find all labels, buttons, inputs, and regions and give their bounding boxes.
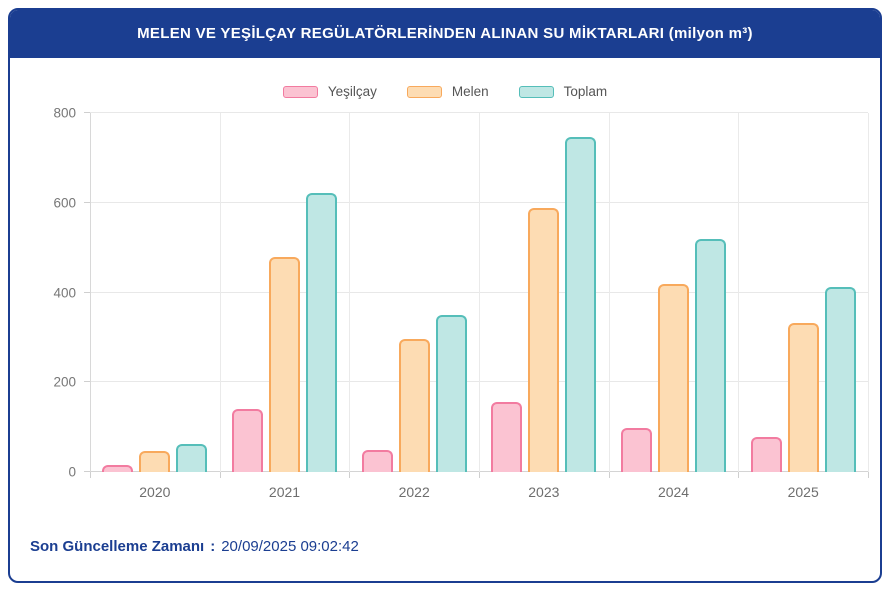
legend-item-melen[interactable]: Melen xyxy=(406,84,489,99)
last-update-separator: : xyxy=(210,538,216,555)
bar-melen-2025[interactable] xyxy=(787,322,819,472)
x-tick-label-2025: 2025 xyxy=(787,484,819,500)
bar-groups xyxy=(90,113,868,472)
bar-group-2020 xyxy=(90,113,220,472)
bar-yesilcay-2021[interactable] xyxy=(232,409,263,472)
bar-yesilcay-2025[interactable] xyxy=(750,437,782,472)
bar-toplam-2024[interactable] xyxy=(695,238,727,472)
legend: Yeşilçay Melen Toplam xyxy=(10,84,880,99)
bar-toplam-2022[interactable] xyxy=(435,314,467,472)
x-axis-tick xyxy=(219,472,221,478)
y-axis-tick xyxy=(84,291,90,293)
bar-melen-2024[interactable] xyxy=(658,283,690,472)
bar-toplam-2023[interactable] xyxy=(565,137,597,472)
y-axis-tick xyxy=(84,381,90,383)
x-axis-tick xyxy=(738,472,740,478)
x-tick-label-2020: 2020 xyxy=(139,484,171,500)
y-tick-label: 800 xyxy=(53,105,76,121)
h-gridline-800 xyxy=(90,112,868,113)
x-axis-labels: 2020 2021 2022 2023 2024 2025 xyxy=(90,484,868,500)
last-update-value: 20/09/2025 09:02:42 xyxy=(221,538,359,555)
legend-item-toplam[interactable]: Toplam xyxy=(518,84,608,99)
bar-toplam-2021[interactable] xyxy=(306,192,337,472)
bar-group-2022 xyxy=(349,113,479,472)
v-gridline xyxy=(868,113,869,472)
legend-label: Yeşilçay xyxy=(327,84,377,99)
bar-group-2023 xyxy=(479,113,609,472)
bar-yesilcay-2023[interactable] xyxy=(491,402,523,472)
y-axis-tick xyxy=(84,112,90,113)
y-axis-tick xyxy=(84,471,90,472)
legend-label: Melen xyxy=(451,84,489,99)
chart-body: Yeşilçay Melen Toplam 0 200 400 600 800 2020 20… xyxy=(10,58,880,581)
v-gridline xyxy=(219,113,221,472)
chart-plot-wrapper: 0 200 400 600 800 2020 2021 2022 2023 2024 2025 xyxy=(10,106,880,500)
bar-yesilcay-2020[interactable] xyxy=(102,465,134,472)
bar-yesilcay-2022[interactable] xyxy=(361,449,393,472)
bar-group-2024 xyxy=(609,113,739,472)
chart-header: MELEN VE YEŞİLÇAY REGÜLATÖRLERİNDEN ALIN… xyxy=(10,10,880,58)
x-axis-tick xyxy=(868,472,869,478)
bar-group-2025 xyxy=(738,113,868,472)
legend-swatch-yesilcay xyxy=(282,85,318,98)
last-update: Son Güncelleme Zamanı : 20/09/2025 09:02… xyxy=(10,538,880,581)
y-axis-line xyxy=(90,113,91,472)
last-update-label: Son Güncelleme Zamanı xyxy=(30,538,205,555)
legend-swatch-toplam xyxy=(518,85,554,98)
chart-title: MELEN VE YEŞİLÇAY REGÜLATÖRLERİNDEN ALIN… xyxy=(137,25,753,42)
v-gridline xyxy=(608,113,610,472)
legend-label: Toplam xyxy=(563,84,608,99)
bar-melen-2020[interactable] xyxy=(139,450,171,472)
x-tick-label-2022: 2022 xyxy=(398,484,430,500)
bar-melen-2023[interactable] xyxy=(528,207,560,472)
v-gridline xyxy=(349,113,351,472)
y-tick-label: 200 xyxy=(53,374,76,390)
x-axis-tick xyxy=(349,472,351,478)
bar-melen-2022[interactable] xyxy=(398,338,430,472)
x-tick-label-2021: 2021 xyxy=(268,484,301,500)
bar-melen-2021[interactable] xyxy=(269,256,300,472)
x-tick-label-2023: 2023 xyxy=(528,484,560,500)
bar-yesilcay-2024[interactable] xyxy=(621,428,653,472)
chart-plot-area: 0 200 400 600 800 xyxy=(53,106,869,480)
legend-item-yesilcay[interactable]: Yeşilçay xyxy=(282,84,377,99)
v-gridline xyxy=(479,113,480,472)
x-axis-tick xyxy=(90,472,91,478)
x-tick-label-2024: 2024 xyxy=(657,484,690,500)
v-gridline xyxy=(738,113,740,472)
bar-toplam-2020[interactable] xyxy=(176,444,208,472)
y-axis-tick xyxy=(84,201,90,203)
bar-toplam-2025[interactable] xyxy=(824,286,856,472)
x-axis-tick xyxy=(479,472,480,478)
y-tick-label: 400 xyxy=(53,285,76,300)
x-axis-tick xyxy=(608,472,610,478)
y-tick-label: 0 xyxy=(68,464,76,480)
legend-swatch-melen xyxy=(406,85,442,98)
y-tick-label: 600 xyxy=(53,195,76,211)
chart-card: MELEN VE YEŞİLÇAY REGÜLATÖRLERİNDEN ALIN… xyxy=(8,8,882,583)
bar-group-2021 xyxy=(220,113,350,472)
